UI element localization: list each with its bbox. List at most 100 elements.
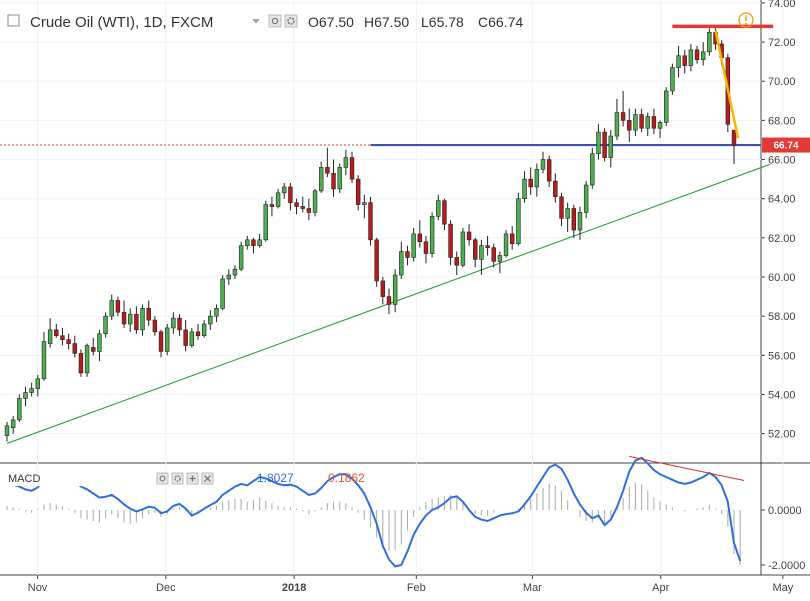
candle-body	[485, 245, 490, 248]
candle	[128, 308, 133, 332]
candle-body	[614, 112, 620, 137]
close-icon[interactable]	[201, 472, 214, 485]
alert-icon[interactable]	[738, 12, 754, 28]
candle-body	[664, 90, 669, 123]
candle-body	[676, 55, 681, 68]
candle	[368, 196, 373, 246]
candle-body	[546, 159, 552, 182]
symbol-title[interactable]: Crude Oil (WTI), 1D, FXCM	[30, 14, 213, 31]
last-price-badge: 66.74	[762, 137, 810, 153]
divergence-line	[629, 455, 745, 481]
candle	[411, 228, 416, 262]
candle-body	[386, 296, 392, 305]
candle-body	[368, 202, 373, 241]
candle-body	[269, 204, 275, 207]
candle	[343, 149, 349, 176]
settings-icon[interactable]	[171, 472, 184, 485]
candle	[670, 63, 675, 95]
candle	[220, 275, 225, 311]
price-tick-label: 62.00	[768, 233, 796, 245]
candle-body	[466, 231, 472, 241]
candle-body	[152, 319, 158, 333]
time-axis: NovDec2018FebMarAprMayJun	[28, 575, 794, 594]
candle	[60, 327, 65, 346]
candle-body	[201, 323, 207, 337]
candle-body	[84, 345, 90, 374]
price-tick-label: 54.00	[768, 389, 796, 401]
candle	[633, 108, 638, 137]
candle-body	[399, 251, 404, 276]
candle	[177, 314, 182, 336]
candle	[473, 237, 478, 268]
candle-body	[651, 116, 657, 129]
candle-body	[473, 239, 478, 260]
dropdown-caret-icon[interactable]	[252, 19, 260, 24]
candle-body	[319, 167, 324, 192]
time-tick-label: Apr	[652, 582, 669, 594]
candle	[275, 188, 281, 209]
eye-icon[interactable]	[268, 14, 282, 28]
ohlc-close: C66.74	[478, 14, 523, 30]
candle	[639, 108, 644, 133]
candle	[442, 198, 447, 231]
candle	[288, 183, 293, 211]
candle	[201, 320, 207, 338]
candle	[103, 312, 108, 338]
candle-body	[23, 392, 28, 399]
time-tick-label: Dec	[156, 582, 176, 594]
candle	[337, 163, 342, 193]
candle-body	[10, 419, 16, 429]
candle	[651, 108, 657, 135]
price-tick-label: 64.00	[768, 194, 796, 206]
candle-body	[146, 308, 151, 321]
candle	[620, 91, 626, 127]
candle-body	[294, 202, 299, 207]
candle	[614, 98, 620, 140]
candle	[645, 112, 650, 137]
candle	[516, 192, 521, 246]
candle-body	[627, 120, 632, 131]
candle-body	[670, 67, 675, 92]
candle	[399, 241, 404, 279]
candle-body	[158, 331, 164, 352]
candle-body	[417, 233, 422, 243]
candle	[282, 183, 287, 199]
candle-body	[460, 231, 466, 266]
candle-body	[516, 198, 521, 245]
settings-icon[interactable]	[284, 14, 298, 28]
candle-body	[602, 131, 607, 158]
macd-line-group	[6, 455, 745, 568]
candle	[41, 331, 47, 381]
candle	[35, 374, 41, 397]
candle-body	[355, 178, 361, 205]
candle	[349, 151, 355, 184]
macd-label[interactable]: MACD	[8, 473, 40, 485]
collapse-toggle[interactable]	[7, 14, 20, 27]
candles	[4, 28, 737, 442]
candle-body	[140, 308, 145, 331]
candle-body	[553, 180, 558, 198]
candle	[534, 163, 540, 197]
candle	[115, 296, 121, 317]
eye-icon[interactable]	[156, 472, 169, 485]
candle	[540, 151, 546, 174]
candle	[312, 188, 318, 217]
candle	[4, 421, 10, 442]
candle-body	[282, 186, 287, 194]
candle	[596, 124, 601, 160]
candle-body	[171, 317, 176, 329]
add-icon[interactable]	[186, 472, 199, 485]
candle	[134, 306, 139, 334]
candle	[479, 239, 484, 276]
candle	[362, 194, 367, 219]
candle-body	[392, 274, 398, 305]
candle-body	[590, 153, 595, 186]
candle	[189, 327, 195, 348]
candle-body	[17, 398, 22, 421]
candle-body	[189, 331, 195, 346]
candle-body	[4, 425, 10, 436]
candle	[386, 288, 392, 315]
candle	[577, 206, 583, 240]
macd-tick-label: 0.0000	[768, 505, 802, 517]
